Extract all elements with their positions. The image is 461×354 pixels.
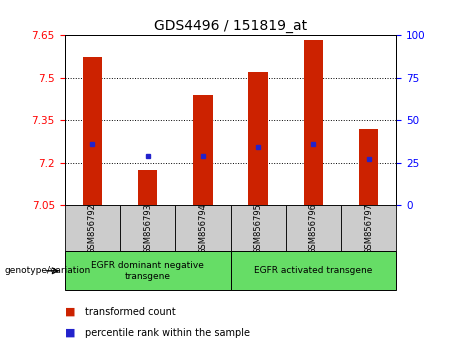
Bar bbox=[341, 205, 396, 251]
Text: EGFR dominant negative
transgene: EGFR dominant negative transgene bbox=[91, 261, 204, 280]
Text: GSM856792: GSM856792 bbox=[88, 203, 97, 254]
Bar bbox=[120, 205, 175, 251]
Text: percentile rank within the sample: percentile rank within the sample bbox=[85, 328, 250, 338]
Text: GSM856797: GSM856797 bbox=[364, 203, 373, 254]
Text: ■: ■ bbox=[65, 328, 75, 338]
Text: GSM856795: GSM856795 bbox=[254, 203, 263, 254]
Bar bbox=[359, 129, 378, 205]
Bar bbox=[138, 170, 157, 205]
Text: genotype/variation: genotype/variation bbox=[5, 266, 91, 275]
Bar bbox=[83, 57, 102, 205]
Text: GSM856794: GSM856794 bbox=[198, 203, 207, 254]
Text: GSM856796: GSM856796 bbox=[309, 203, 318, 254]
Bar bbox=[193, 95, 213, 205]
Text: ■: ■ bbox=[65, 307, 75, 316]
Bar bbox=[230, 251, 396, 290]
Text: EGFR activated transgene: EGFR activated transgene bbox=[254, 266, 372, 275]
Text: GDS4496 / 151819_at: GDS4496 / 151819_at bbox=[154, 19, 307, 34]
Bar bbox=[65, 205, 120, 251]
Bar bbox=[286, 205, 341, 251]
Bar bbox=[65, 251, 230, 290]
Bar bbox=[230, 205, 286, 251]
Bar bbox=[304, 40, 323, 205]
Text: GSM856793: GSM856793 bbox=[143, 203, 152, 254]
Bar bbox=[175, 205, 230, 251]
Bar bbox=[248, 72, 268, 205]
Text: transformed count: transformed count bbox=[85, 307, 176, 316]
